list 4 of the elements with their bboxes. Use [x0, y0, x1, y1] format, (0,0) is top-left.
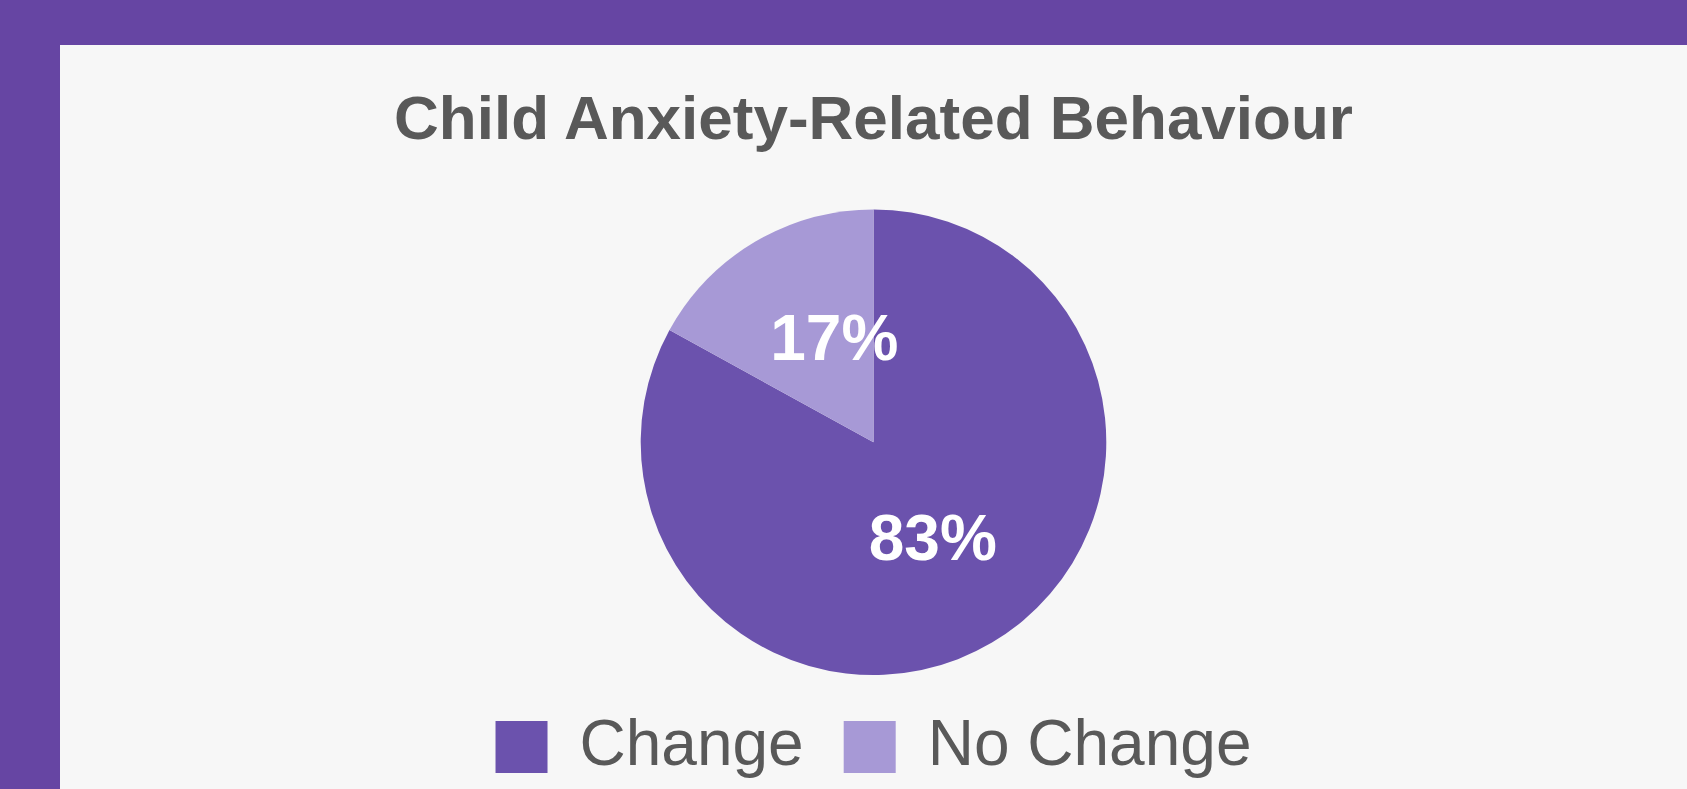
legend-label: No Change	[927, 706, 1252, 779]
data-label: 83%	[868, 502, 997, 575]
legend-label: Change	[579, 706, 804, 779]
chart-title: Child Anxiety-Related Behaviour	[394, 83, 1353, 153]
